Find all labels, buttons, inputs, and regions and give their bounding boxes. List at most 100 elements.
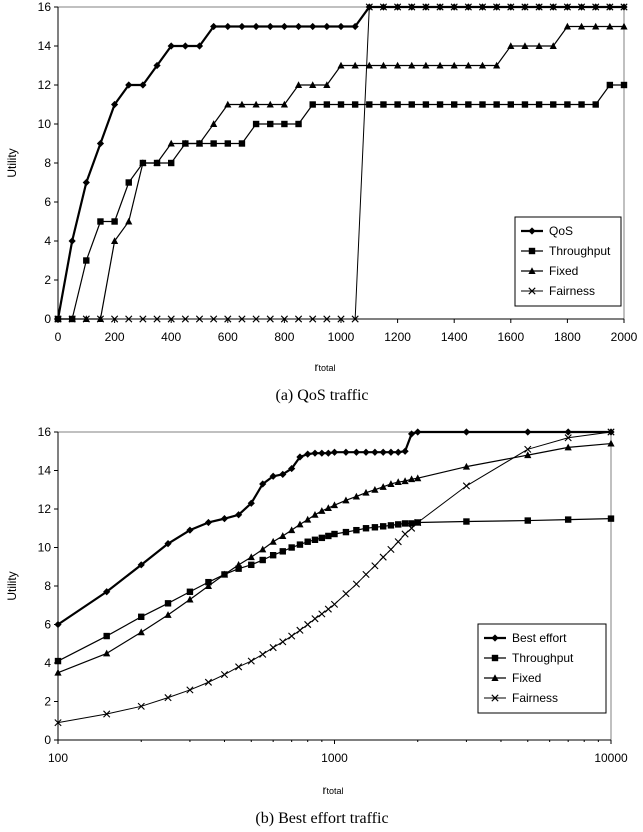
data-point <box>371 524 379 531</box>
y-tick-label: 8 <box>44 156 51 170</box>
data-point <box>577 22 586 30</box>
data-point <box>362 488 370 496</box>
data-point <box>137 702 145 710</box>
data-point <box>296 541 304 548</box>
data-point <box>266 315 274 323</box>
data-point <box>54 620 62 629</box>
data-point <box>330 501 339 509</box>
data-point <box>563 3 571 11</box>
data-point <box>266 100 274 108</box>
data-point <box>311 615 319 623</box>
data-point <box>204 518 213 527</box>
chart-qos-traffic: 0 2 4 6 8 10 12 14 16 0 200 400 600 800 1000 1200 1400 16… <box>5 0 638 404</box>
data-point <box>68 237 76 245</box>
legend-label: Fixed <box>512 671 541 685</box>
data-point <box>524 445 532 453</box>
data-point <box>478 3 487 11</box>
data-point <box>267 120 274 128</box>
data-point <box>220 670 229 679</box>
data-point <box>318 449 326 457</box>
x-tick-label: 800 <box>274 330 294 344</box>
data-point <box>331 530 338 538</box>
data-point <box>478 61 487 69</box>
data-point <box>337 61 345 69</box>
data-point <box>394 61 402 69</box>
data-point <box>296 453 304 461</box>
data-point <box>436 3 444 11</box>
data-point <box>139 159 147 166</box>
data-point <box>507 101 514 108</box>
data-point <box>97 218 104 225</box>
data-point <box>248 561 255 569</box>
data-point <box>465 101 472 108</box>
data-point <box>111 315 119 323</box>
data-point <box>387 480 395 487</box>
data-point <box>186 686 194 694</box>
data-point <box>324 449 332 457</box>
data-point <box>342 448 350 456</box>
x-tick-label: 1800 <box>554 330 581 344</box>
chart-best-effort-traffic: 0 2 4 6 8 10 12 14 16 100 1000 10000 Utility rtotal… <box>5 425 628 827</box>
data-point <box>351 22 359 31</box>
data-point <box>387 522 395 529</box>
data-point <box>462 462 471 470</box>
data-point <box>353 526 360 534</box>
data-point <box>337 315 345 323</box>
data-point <box>324 504 332 512</box>
y-tick-label: 4 <box>44 656 51 670</box>
data-point <box>111 100 119 109</box>
data-point <box>238 315 246 323</box>
legend-swatch-marker <box>528 227 536 235</box>
x-tick-label: 2000 <box>611 330 638 344</box>
data-point <box>195 315 204 323</box>
data-point <box>294 81 303 88</box>
data-point <box>422 61 430 69</box>
data-point <box>408 61 416 69</box>
data-point <box>269 552 277 559</box>
y-tick-label: 10 <box>38 117 52 131</box>
data-point <box>493 61 501 69</box>
data-point <box>137 561 145 569</box>
data-point <box>111 218 118 225</box>
data-point <box>279 532 287 539</box>
data-point <box>524 451 532 459</box>
data-point <box>524 428 532 436</box>
data-point <box>125 315 133 323</box>
data-point <box>464 3 472 11</box>
data-point <box>620 3 628 11</box>
data-point <box>138 613 145 620</box>
data-point <box>294 22 303 31</box>
data-point <box>54 719 62 727</box>
data-point <box>507 42 515 49</box>
data-point <box>318 507 326 514</box>
data-point <box>379 483 387 490</box>
data-point <box>401 477 409 485</box>
legend-swatch-marker <box>491 694 499 702</box>
data-point <box>167 42 175 50</box>
data-point <box>592 22 600 30</box>
data-point <box>186 588 194 595</box>
x-tick-label: 1200 <box>384 330 411 344</box>
data-point <box>235 561 243 568</box>
data-point <box>394 3 402 11</box>
data-point <box>296 626 304 634</box>
x-axis-title-b: rtotal <box>322 783 343 797</box>
data-point <box>607 428 615 436</box>
data-point <box>330 448 339 456</box>
data-point <box>304 538 311 545</box>
data-point <box>238 140 246 147</box>
data-point <box>164 600 172 607</box>
data-point <box>592 101 599 108</box>
data-point <box>450 61 458 69</box>
x-tick-label: 1600 <box>497 330 524 344</box>
y-tick-label: 16 <box>38 0 52 14</box>
data-point <box>311 536 319 543</box>
x-tick-label: 100 <box>48 751 68 765</box>
data-point <box>269 644 277 652</box>
data-point <box>247 657 255 665</box>
data-point <box>204 678 213 686</box>
data-point <box>362 448 370 456</box>
y-tick-label: 2 <box>44 695 51 709</box>
y-tick-label: 6 <box>44 618 51 632</box>
data-point <box>252 22 260 31</box>
